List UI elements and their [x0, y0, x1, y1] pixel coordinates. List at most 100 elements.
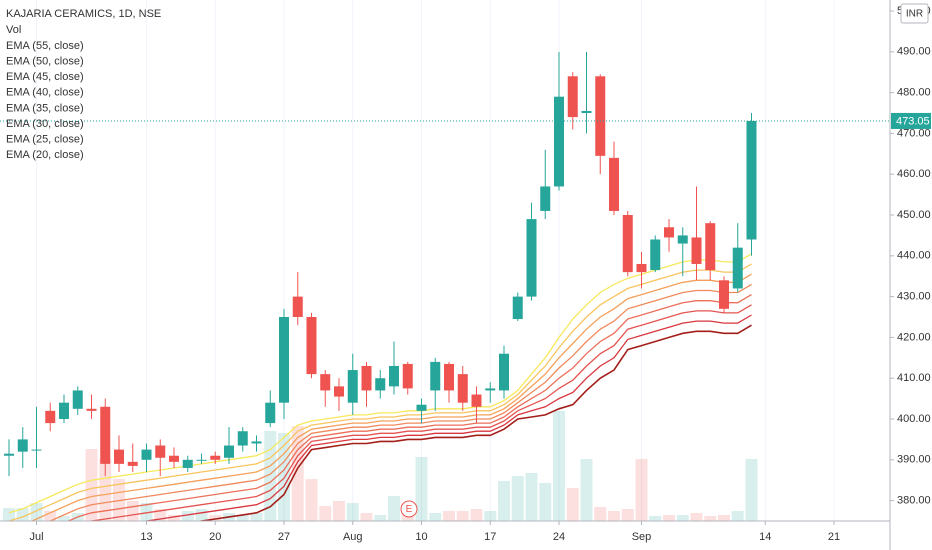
volume-bar — [566, 488, 579, 521]
candle-body — [457, 374, 468, 403]
candle-body — [86, 408, 97, 411]
candle-body — [169, 455, 179, 462]
volume-bar — [511, 476, 524, 521]
candle-body — [416, 404, 427, 411]
candle-body — [279, 317, 289, 403]
y-tick-label: 460.00 — [897, 168, 931, 180]
candle-body — [540, 186, 551, 211]
candle-body — [72, 390, 83, 409]
last-price-box — [891, 112, 931, 129]
candle-body — [512, 296, 523, 320]
volume-bar — [346, 503, 359, 521]
axis-bg — [890, 0, 932, 550]
chart-title: KAJARIA CERAMICS, 1D, NSE — [6, 8, 161, 20]
candle-body — [526, 219, 537, 297]
candle-body — [31, 449, 42, 451]
candle-body — [705, 223, 716, 271]
candle-body — [609, 157, 619, 211]
volume-bar — [333, 501, 345, 521]
ema-line — [66, 294, 752, 521]
candle-body — [127, 461, 138, 466]
legend: KAJARIA CERAMICS, 1D, NSE Vol EMA (55, c… — [6, 8, 161, 161]
ema-line — [30, 273, 752, 521]
ema-line — [8, 253, 752, 514]
volume-bar — [539, 483, 552, 521]
candle-body — [636, 263, 647, 273]
candle-body — [691, 237, 702, 264]
candle-body — [334, 386, 344, 397]
legend-entry: EMA (25, close) — [6, 134, 84, 146]
earnings-marker[interactable]: E — [400, 500, 418, 518]
legend-entry: EMA (45, close) — [6, 71, 84, 83]
candle-body — [17, 439, 28, 452]
volume-bar — [635, 459, 648, 521]
volume-bar — [319, 506, 332, 521]
volume-bar — [264, 431, 277, 521]
volume-bar — [484, 511, 497, 521]
volume-label: Vol — [6, 24, 21, 36]
volume-bar — [44, 511, 57, 521]
volume-bar — [553, 411, 565, 521]
volume-bar — [663, 515, 675, 521]
candle-body — [306, 317, 317, 375]
volume-bar — [250, 513, 263, 521]
volume-bar — [470, 509, 483, 521]
currency-button[interactable]: INR — [900, 3, 929, 24]
candle-body — [430, 361, 441, 391]
candle-layer — [0, 51, 890, 477]
candle-body — [677, 235, 688, 244]
volume-bar — [236, 515, 249, 521]
y-tick-label: 410.00 — [897, 372, 931, 384]
volume-bar — [718, 515, 730, 521]
x-tick-label: Sep — [632, 531, 652, 543]
candle-body — [485, 388, 496, 391]
candle-body — [650, 239, 661, 271]
x-tick-label: 14 — [759, 531, 771, 543]
currency-box[interactable] — [900, 3, 929, 24]
y-tick-label: 440.00 — [897, 250, 931, 262]
ema-layer — [8, 253, 752, 521]
candle-body — [581, 110, 592, 114]
y-tick-label: 420.00 — [897, 331, 931, 343]
candle-body — [141, 449, 152, 460]
y-tick-label: 480.00 — [897, 87, 931, 99]
volume-bar — [621, 509, 634, 521]
ema-line — [89, 304, 752, 521]
volume-bar — [676, 515, 689, 521]
candle-body — [155, 445, 166, 458]
volume-layer — [3, 411, 758, 521]
volume-bar — [580, 459, 593, 521]
legend-entry: EMA (20, close) — [6, 149, 84, 161]
volume-bar — [85, 449, 98, 521]
candle-body — [471, 394, 482, 407]
candle-body — [4, 453, 14, 456]
volume-bar — [525, 473, 538, 521]
candle-body — [196, 459, 207, 461]
candle-body — [499, 353, 509, 391]
volume-bar — [99, 459, 112, 521]
volume-bar — [594, 507, 607, 521]
x-tick-label: 13 — [140, 531, 152, 543]
candle-body — [732, 247, 743, 289]
volume-bar — [140, 503, 153, 521]
candle-body — [567, 76, 578, 118]
currency-label[interactable]: INR — [906, 9, 923, 20]
y-tick-label: 390.00 — [897, 454, 931, 466]
x-tick-label: 20 — [209, 531, 221, 543]
candle-body — [265, 402, 276, 424]
candle-body — [210, 455, 221, 460]
earnings-label[interactable]: E — [406, 504, 413, 515]
candle-body — [554, 96, 564, 187]
earnings-circle[interactable] — [400, 500, 418, 518]
candle-body — [746, 120, 757, 240]
candle-body — [664, 227, 674, 238]
volume-bar — [731, 511, 744, 521]
legend-entry: EMA (40, close) — [6, 87, 84, 99]
y-tick-label: 490.00 — [897, 46, 931, 58]
volume-bar — [415, 457, 428, 521]
volume-bar — [704, 516, 717, 521]
volume-bar — [443, 511, 455, 521]
ema-line — [195, 324, 752, 521]
